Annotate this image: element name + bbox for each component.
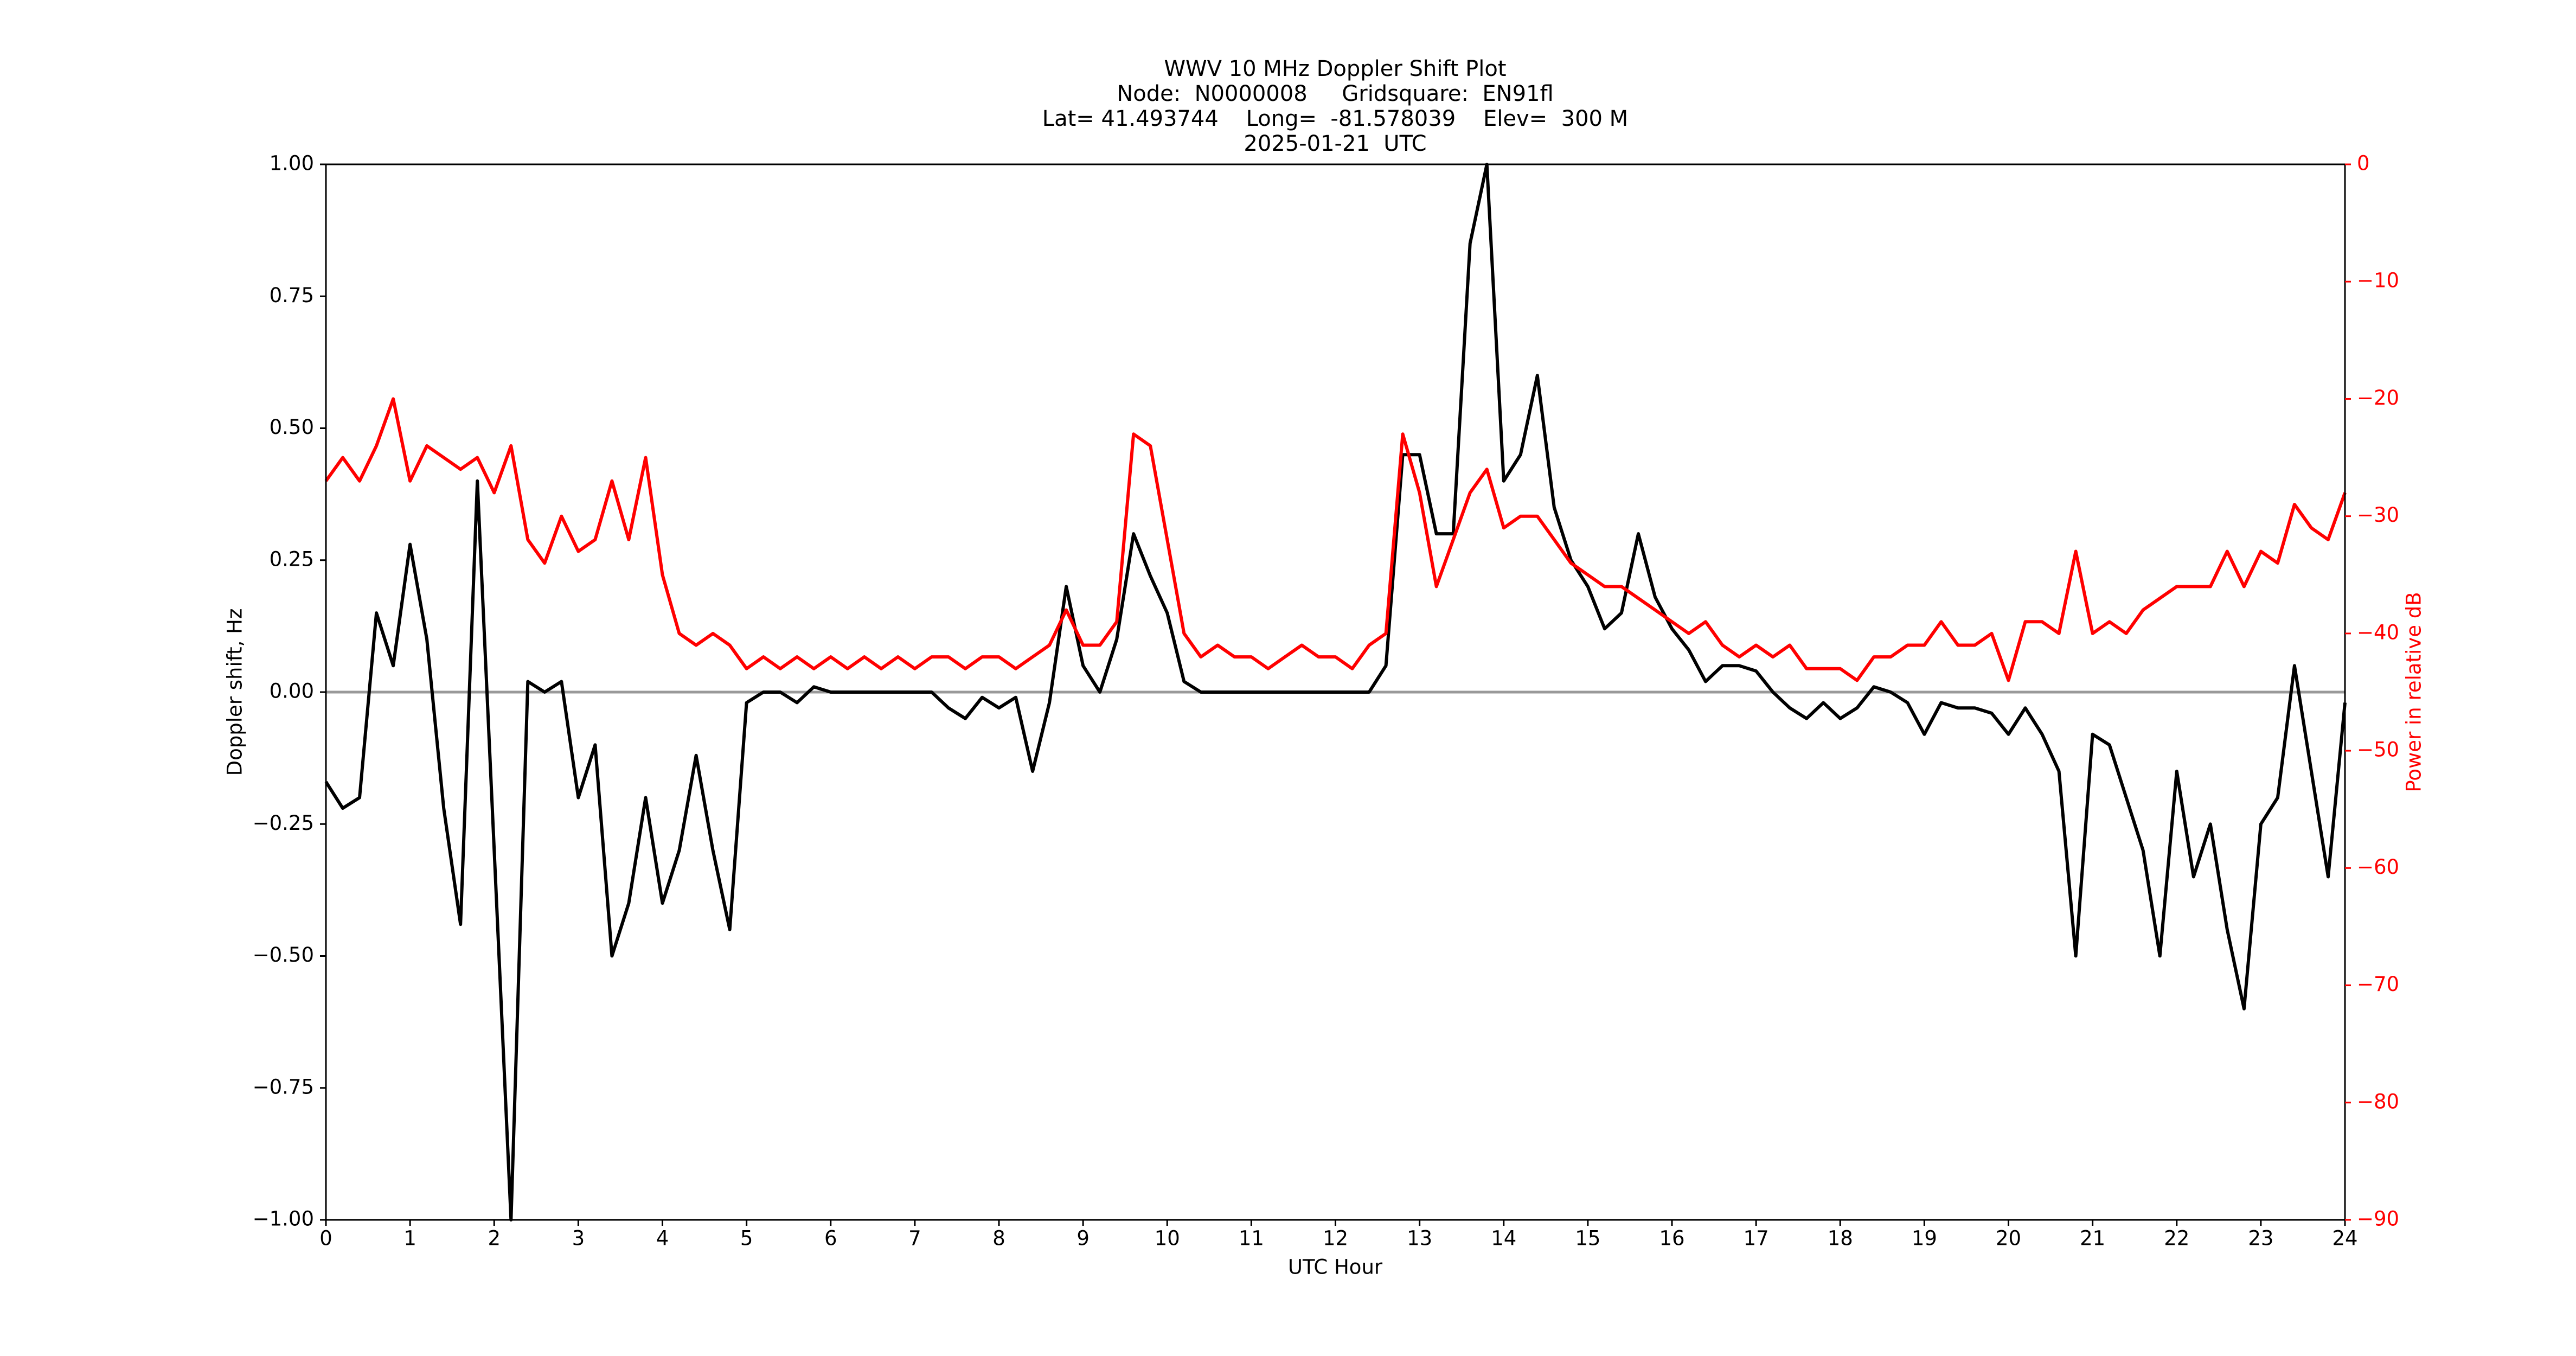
x-tick-label: 22	[2164, 1227, 2189, 1250]
x-axis-label: UTC Hour	[1288, 1256, 1383, 1279]
y2-axis-label: Power in relative dB	[2402, 592, 2426, 792]
y2-tick-label: −90	[2357, 1207, 2399, 1231]
y-tick-label: 0.75	[270, 284, 314, 307]
y-tick-label: 1.00	[270, 152, 314, 175]
series-line	[324, 397, 2347, 682]
x-tick-label: 14	[1491, 1227, 1516, 1250]
x-tick-label: 17	[1744, 1227, 1769, 1250]
y-axis-label: Doppler shift, Hz	[223, 609, 247, 776]
y2-tick-label: −70	[2357, 973, 2399, 996]
x-tick-label: 16	[1659, 1227, 1684, 1250]
x-tick-label: 7	[908, 1227, 921, 1250]
x-tick-label: 18	[1828, 1227, 1853, 1250]
x-tick-label: 3	[572, 1227, 585, 1250]
x-tick-label: 1	[403, 1227, 416, 1250]
x-tick-label: 21	[2080, 1227, 2105, 1250]
y-tick-label: −0.50	[253, 943, 314, 967]
y2-tick-label: −20	[2357, 386, 2399, 410]
chart-title: Lat= 41.493744 Long= -81.578039 Elev= 30…	[1042, 106, 1628, 131]
x-tick-label: 24	[2332, 1227, 2357, 1250]
y-tick-label: −0.75	[253, 1075, 314, 1098]
x-tick-label: 20	[1996, 1227, 2021, 1250]
x-tick-label: 8	[992, 1227, 1005, 1250]
x-tick-label: 23	[2248, 1227, 2273, 1250]
y2-tick-label: −80	[2357, 1090, 2399, 1113]
x-tick-label: 13	[1407, 1227, 1432, 1250]
x-tick-label: 15	[1575, 1227, 1600, 1250]
x-tick-label: 9	[1076, 1227, 1090, 1250]
x-tick-label: 11	[1239, 1227, 1264, 1250]
x-tick-label: 10	[1155, 1227, 1180, 1250]
x-tick-label: 5	[740, 1227, 753, 1250]
x-tick-label: 6	[824, 1227, 837, 1250]
y2-tick-label: −60	[2357, 855, 2399, 879]
x-tick-label: 0	[319, 1227, 332, 1250]
y2-tick-label: −50	[2357, 738, 2399, 762]
x-tick-label: 2	[488, 1227, 501, 1250]
y2-tick-label: 0	[2357, 152, 2370, 175]
x-tick-label: 4	[656, 1227, 669, 1250]
y2-tick-label: −30	[2357, 503, 2399, 527]
x-tick-label: 19	[1912, 1227, 1937, 1250]
y-tick-label: −1.00	[253, 1207, 314, 1231]
series-line	[324, 163, 2347, 1221]
chart-title: 2025-01-21 UTC	[1244, 131, 1426, 156]
y-tick-label: 0.25	[270, 547, 314, 571]
y2-tick-label: −40	[2357, 621, 2399, 644]
y-tick-label: 0.50	[270, 415, 314, 439]
x-tick-label: 12	[1323, 1227, 1348, 1250]
y-tick-label: 0.00	[270, 680, 314, 703]
y2-tick-label: −10	[2357, 269, 2399, 292]
y-tick-label: −0.25	[253, 811, 314, 835]
chart-title: WWV 10 MHz Doppler Shift Plot	[1164, 56, 1506, 81]
chart-title: Node: N0000008 Gridsquare: EN91fl	[1117, 81, 1553, 106]
